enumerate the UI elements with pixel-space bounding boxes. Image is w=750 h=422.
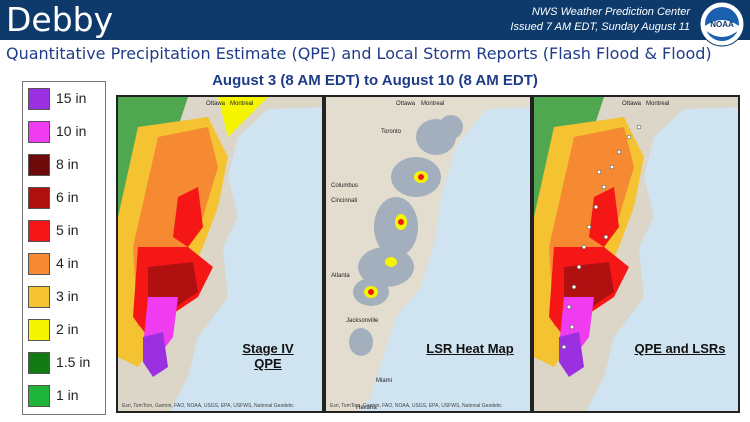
legend-swatch [28,286,50,308]
legend-item: 8 in [28,150,104,180]
panel-label-lsr: LSR Heat Map [426,341,514,356]
legend-label: 1 in [56,387,79,403]
legend-swatch [28,253,50,275]
legend-swatch [28,352,50,374]
lsr-heatmap-panel: Ottawa Montreal Toronto Columbus Cincinn… [324,95,532,413]
legend-swatch [28,187,50,209]
issuer-line-2: Issued 7 AM EDT, Sunday August 11 [510,21,690,33]
storm-name: Debby [6,0,114,39]
city-label-havana: Havana [356,405,377,411]
city-label-toronto: Toronto [381,129,402,135]
legend-item: 5 in [28,216,104,246]
city-label-ottawa: Ottawa [396,101,416,107]
legend-item: 1.5 in [28,348,104,378]
legend-item: 2 in [28,315,104,345]
city-label-jacksonville: Jacksonville [346,318,379,324]
legend-label: 4 in [56,255,79,271]
legend-item: 6 in [28,183,104,213]
header-bar: Debby NWS Weather Prediction Center Issu… [0,0,750,47]
qpe-lsr-map-panel: Ottawa Montreal QPE and LSRs [532,95,740,413]
map-credit: Esri, TomTom, Garmin, FAO, NOAA, USGS, E… [122,403,294,409]
legend-label: 15 in [56,90,87,106]
legend-item: 10 in [28,117,104,147]
legend-label: 2 in [56,321,79,337]
legend-item: 15 in [28,84,104,114]
city-label-columbus: Columbus [331,183,358,189]
noaa-logo: NOAA [699,1,745,47]
legend-swatch [28,385,50,407]
panel-label-qpe: Stage IV QPE [242,341,294,371]
legend-label: 10 in [56,123,87,139]
map-credit: Esri, TomTom, Garmin, FAO, NOAA, USGS, E… [330,403,502,409]
city-label-miami: Miami [376,378,392,384]
legend-label: 5 in [56,222,79,238]
legend-swatch [28,319,50,341]
map-subtitle: Quantitative Precipitation Estimate (QPE… [6,44,712,63]
qpe-map-panel: Ottawa Montreal Stage IV QPE Esri, TomTo… [116,95,324,413]
legend-label: 3 in [56,288,79,304]
panel-label-qpe-lsrs: QPE and LSRs [634,341,726,356]
city-label-ottawa: Ottawa [206,101,226,107]
qpe-lsr-map: Ottawa Montreal [534,97,738,411]
city-label-ottawa: Ottawa [622,101,642,107]
legend-label: 8 in [56,156,79,172]
issuer-line-1: NWS Weather Prediction Center [531,6,690,18]
city-label-montreal: Montreal [421,101,444,107]
legend-swatch [28,220,50,242]
lsr-map: Ottawa Montreal Toronto Columbus Cincinn… [326,97,530,411]
legend-item: 1 in [28,381,104,411]
city-label-cincinnati: Cincinnati [331,198,357,204]
legend-label: 1.5 in [56,354,91,370]
legend-label: 6 in [56,189,79,205]
city-label-montreal: Montreal [646,101,669,107]
legend-swatch [28,154,50,176]
legend-swatch [28,121,50,143]
qpe-map: Ottawa Montreal [118,97,322,411]
logo-text: NOAA [710,20,734,29]
precip-legend: 15 in 10 in 8 in 6 in 5 in 4 in 3 in 2 i… [22,81,106,415]
legend-item: 3 in [28,282,104,312]
legend-swatch [28,88,50,110]
legend-item: 4 in [28,249,104,279]
date-range: August 3 (8 AM EDT) to August 10 (8 AM E… [212,72,538,89]
issuer-info: NWS Weather Prediction Center Issued 7 A… [510,5,690,35]
city-label-montreal: Montreal [230,101,253,107]
city-label-atlanta: Atlanta [331,273,350,279]
